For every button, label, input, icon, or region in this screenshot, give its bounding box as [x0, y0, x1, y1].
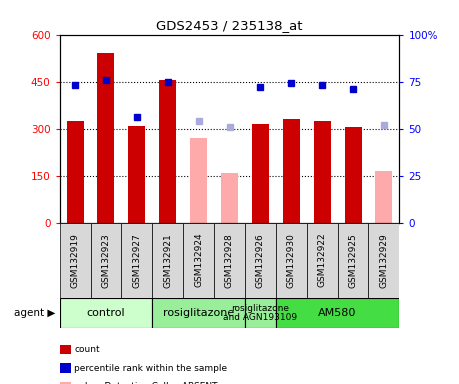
Bar [283, 119, 300, 223]
Text: agent ▶: agent ▶ [14, 308, 55, 318]
Text: GSM132921: GSM132921 [163, 233, 172, 288]
Bar [313, 121, 330, 223]
Text: rosiglitazone
and AGN193109: rosiglitazone and AGN193109 [224, 304, 297, 322]
Bar [375, 171, 392, 223]
Bar [345, 127, 362, 223]
Text: GSM132930: GSM132930 [287, 233, 296, 288]
Text: GSM132925: GSM132925 [348, 233, 358, 288]
Text: GSM132928: GSM132928 [225, 233, 234, 288]
Text: GSM132923: GSM132923 [101, 233, 111, 288]
Text: value, Detection Call = ABSENT: value, Detection Call = ABSENT [74, 382, 218, 384]
Text: GSM132926: GSM132926 [256, 233, 265, 288]
Bar [276, 223, 307, 298]
Text: GSM132922: GSM132922 [318, 233, 327, 288]
Bar [245, 223, 276, 298]
Text: percentile rank within the sample: percentile rank within the sample [74, 364, 228, 373]
Bar [276, 298, 399, 328]
Text: GSM132929: GSM132929 [380, 233, 388, 288]
Text: GSM132919: GSM132919 [71, 233, 79, 288]
Text: GSM132927: GSM132927 [132, 233, 141, 288]
Bar [60, 298, 152, 328]
Bar [307, 223, 337, 298]
Bar [90, 223, 122, 298]
Bar [214, 223, 245, 298]
Bar [183, 223, 214, 298]
Bar [159, 80, 176, 223]
Bar [152, 223, 183, 298]
Bar [245, 298, 276, 328]
Text: control: control [87, 308, 125, 318]
Bar [337, 223, 369, 298]
Bar [152, 298, 245, 328]
Bar [60, 223, 90, 298]
Bar [129, 126, 146, 223]
Text: rosiglitazone: rosiglitazone [163, 308, 234, 318]
Bar [369, 223, 399, 298]
Title: GDS2453 / 235138_at: GDS2453 / 235138_at [156, 19, 303, 32]
Text: AM580: AM580 [319, 308, 357, 318]
Bar [252, 124, 269, 223]
Bar [67, 121, 84, 223]
Bar [221, 172, 238, 223]
Bar [97, 53, 114, 223]
Bar [122, 223, 152, 298]
Text: GSM132924: GSM132924 [194, 233, 203, 288]
Bar [190, 138, 207, 223]
Text: count: count [74, 345, 100, 354]
